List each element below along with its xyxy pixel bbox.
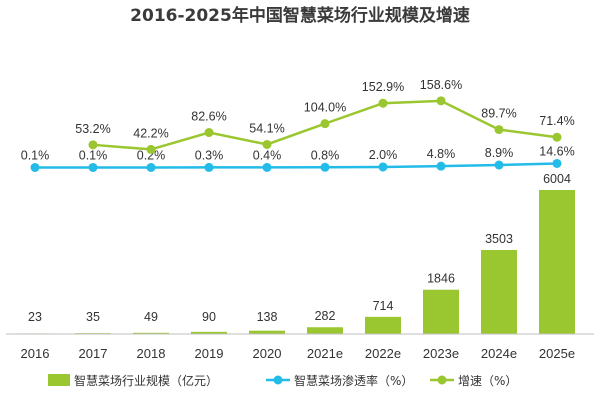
bar-label-2: 49 [144, 310, 158, 324]
penetration-point-6 [378, 162, 388, 172]
penetration-label-4: 0.4% [253, 148, 282, 162]
bar-2 [133, 332, 169, 334]
legend-bar-label: 智慧菜场行业规模（亿元） [74, 373, 218, 388]
bar-5 [307, 327, 343, 334]
growth-point-4 [262, 139, 272, 149]
bar-label-4: 138 [257, 310, 278, 324]
growth-point-7 [436, 96, 446, 106]
penetration-point-7 [436, 161, 446, 171]
x-tick-8: 2024e [481, 346, 517, 361]
growth-label-7: 158.6% [420, 78, 462, 92]
penetration-label-1: 0.1% [79, 148, 108, 162]
chart-title: 2016-2025年中国智慧菜场行业规模及增速 [130, 5, 470, 26]
penetration-point-1 [88, 162, 98, 172]
bar-8 [481, 249, 517, 334]
bar-label-8: 3503 [485, 232, 513, 246]
penetration-label-2: 0.2% [137, 148, 166, 162]
bar-label-9: 6004 [543, 172, 571, 186]
penetration-label-5: 0.8% [311, 148, 340, 162]
bar-label-1: 35 [86, 310, 100, 324]
growth-label-4: 54.1% [249, 121, 284, 135]
bar-4 [249, 330, 285, 334]
growth-point-2 [146, 144, 156, 154]
x-tick-labels: 2016 2017 2018 2019 2020 2021e 2022e 2023e 2024e… [21, 346, 576, 361]
legend-bar-swatch [48, 374, 70, 386]
penetration-label-0: 0.1% [21, 148, 50, 162]
x-tick-7: 2023e [423, 346, 459, 361]
penetration-label-3: 0.3% [195, 148, 224, 162]
bar-7 [423, 289, 459, 334]
x-tick-1: 2017 [79, 346, 108, 361]
growth-point-9 [552, 132, 562, 142]
growth-point-8 [494, 125, 504, 135]
growth-label-2: 42.2% [133, 126, 168, 140]
penetration-line [35, 162, 558, 169]
penetration-point-4 [262, 162, 272, 172]
growth-series: 53.2% 42.2% 82.6% 54.1% 104.0% 152.9% 158.6% 89… [75, 78, 575, 154]
growth-label-6: 152.9% [362, 80, 404, 94]
penetration-label-6: 2.0% [369, 148, 398, 162]
x-tick-9: 2025e [539, 346, 575, 361]
penetration-series: 0.1% 0.1% 0.2% 0.3% 0.4% 0.8% 2.0% 4.8% 8.9% 14.6… [21, 144, 575, 172]
growth-point-1 [88, 140, 98, 150]
penetration-label-7: 4.8% [427, 147, 456, 161]
bar-6 [365, 316, 401, 334]
x-tick-2: 2018 [137, 346, 166, 361]
penetration-point-3 [204, 162, 214, 172]
x-tick-4: 2020 [253, 346, 282, 361]
legend-penetration-label: 智慧菜场渗透率（%） [294, 373, 413, 388]
legend-penetration-marker [273, 375, 283, 385]
bar-label-5: 282 [315, 309, 336, 323]
penetration-point-5 [320, 162, 330, 172]
x-tick-3: 2019 [195, 346, 224, 361]
penetration-point-8 [494, 160, 504, 170]
growth-label-3: 82.6% [191, 110, 226, 124]
bar-9 [539, 190, 575, 334]
bar-label-0: 23 [28, 310, 42, 324]
penetration-label-9: 14.6% [539, 144, 574, 158]
legend-growth-label: 增速（%） [458, 374, 517, 388]
penetration-point-2 [146, 162, 156, 172]
growth-point-3 [204, 128, 214, 138]
growth-label-9: 71.4% [539, 114, 574, 128]
growth-point-5 [320, 119, 330, 129]
penetration-point-9 [552, 158, 562, 168]
growth-point-6 [378, 98, 388, 108]
bar-label-6: 714 [373, 299, 394, 313]
x-tick-0: 2016 [21, 346, 50, 361]
bar-label-3: 90 [202, 310, 216, 324]
legend: 智慧菜场行业规模（亿元） 智慧菜场渗透率（%） 增速（%） [48, 373, 517, 388]
bars-layer: 23 35 49 90 138 282 714 1846 3503 6004 [17, 172, 575, 334]
penetration-label-8: 8.9% [485, 146, 514, 160]
x-tick-5: 2021e [307, 346, 343, 361]
bar-label-7: 1846 [427, 272, 455, 286]
growth-label-5: 104.0% [304, 101, 346, 115]
bar-3 [191, 331, 227, 334]
growth-label-8: 89.7% [481, 107, 516, 121]
growth-label-1: 53.2% [75, 122, 110, 136]
legend-growth-marker [437, 375, 447, 385]
penetration-point-0 [30, 162, 40, 172]
x-tick-6: 2022e [365, 346, 401, 361]
